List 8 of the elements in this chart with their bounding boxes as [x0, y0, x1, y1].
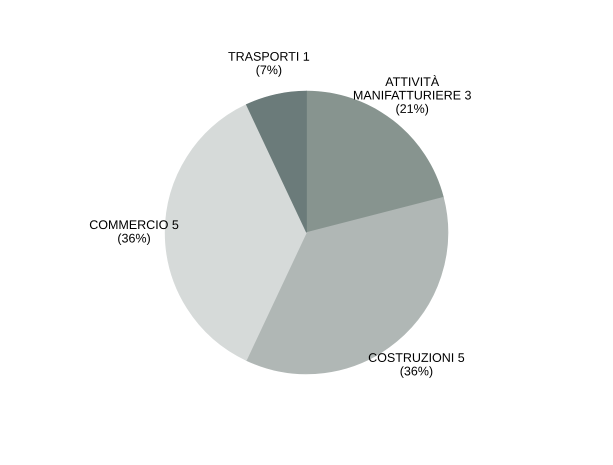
slice-label: TRASPORTI 1 — [228, 52, 310, 61]
data-label: (36%) — [400, 366, 432, 378]
data-label: (21%) — [396, 104, 428, 116]
data-label: (7%) — [256, 65, 282, 77]
slice-label: ATTIVITÀ MANIFATTURIERE 3 — [354, 75, 471, 100]
slice-label: COMMERCIO 5 — [90, 220, 178, 230]
data-label: (36%) — [118, 233, 150, 246]
slice-label: COSTRUZIONI 5 — [368, 353, 464, 362]
